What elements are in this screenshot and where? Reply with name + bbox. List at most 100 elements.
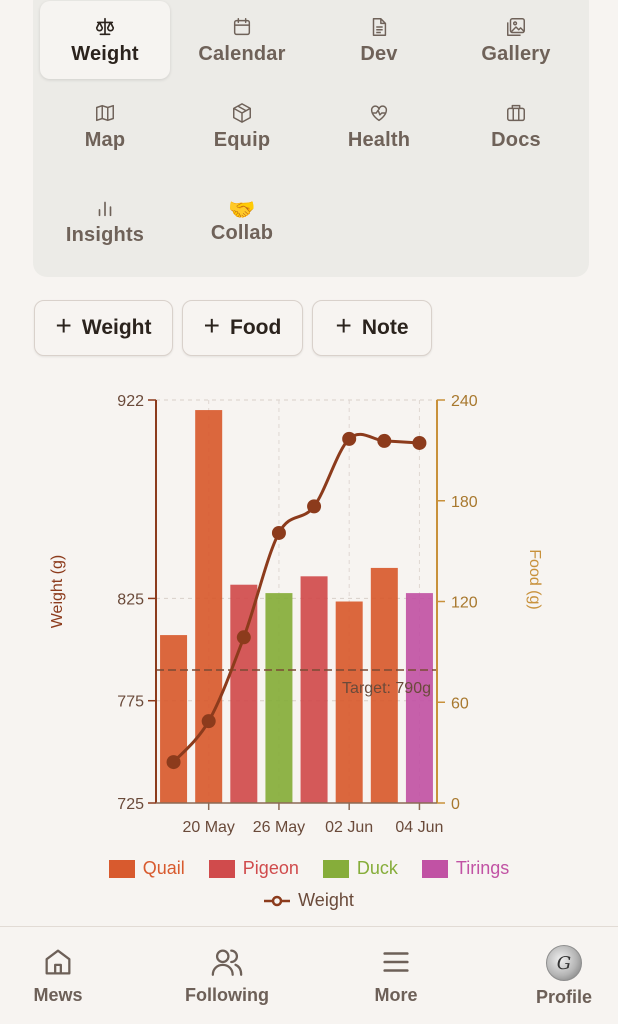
legend-label: Quail bbox=[142, 858, 185, 878]
weight-line bbox=[172, 432, 420, 764]
right-tick-label: 120 bbox=[451, 595, 478, 612]
feature-nav-panel: Weight Calendar Dev Gallery Map Equip bbox=[33, 0, 589, 277]
legend-label: Weight bbox=[298, 890, 354, 910]
nav-item-map[interactable]: Map bbox=[40, 87, 170, 165]
weight-point bbox=[307, 499, 322, 514]
legend-item-quail[interactable]: Quail bbox=[108, 858, 185, 879]
food-bar bbox=[335, 601, 363, 803]
left-axis-title: Weight (g) bbox=[49, 555, 66, 629]
heart-pulse-icon bbox=[367, 101, 391, 125]
weight-food-chart: Target: 790g 725 775 825 922 0 60 120 180 240 20 M… bbox=[49, 393, 543, 836]
right-tick-label: 0 bbox=[451, 796, 460, 813]
legend-label: Pigeon bbox=[242, 858, 299, 878]
bottom-nav-more[interactable]: More bbox=[336, 945, 456, 1006]
add-food-button[interactable]: + Food bbox=[182, 300, 303, 356]
left-tick-label: 725 bbox=[117, 796, 144, 813]
nav-item-gallery[interactable]: Gallery bbox=[451, 1, 581, 79]
bottom-nav-label: Mews bbox=[33, 985, 83, 1005]
nav-item-label: Insights bbox=[65, 223, 145, 246]
bottom-nav-mews[interactable]: Mews bbox=[0, 945, 118, 1006]
document-icon bbox=[367, 15, 391, 39]
food-bar bbox=[195, 410, 223, 803]
x-tick-label: 04 Jun bbox=[395, 819, 443, 836]
map-icon bbox=[93, 101, 117, 125]
target-label: Target: 790g bbox=[342, 680, 431, 697]
bar-chart-icon bbox=[93, 196, 117, 220]
nav-item-label: Collab bbox=[210, 221, 274, 244]
nav-item-label: Dev bbox=[360, 42, 398, 65]
x-tick-label: 20 May bbox=[182, 819, 234, 836]
legend-swatch bbox=[108, 859, 135, 878]
left-tick-label: 825 bbox=[117, 591, 144, 608]
bottom-nav-label: More bbox=[374, 985, 418, 1005]
nav-item-label: Calendar bbox=[198, 42, 286, 65]
nav-item-health[interactable]: Health bbox=[314, 87, 444, 165]
legend-swatch bbox=[421, 859, 448, 878]
weight-point bbox=[236, 630, 251, 645]
add-note-label: Note bbox=[361, 316, 409, 339]
nav-item-label: Docs bbox=[491, 128, 541, 151]
legend-item-weight[interactable]: Weight bbox=[0, 890, 618, 911]
legend-label: Duck bbox=[356, 858, 398, 878]
handshake-icon: 🤝 bbox=[228, 196, 256, 222]
nav-item-label: Gallery bbox=[481, 42, 551, 65]
right-tick-label: 60 bbox=[451, 695, 469, 712]
scale-icon bbox=[93, 15, 117, 39]
legend-label: Tirings bbox=[455, 858, 510, 878]
bottom-nav-label: Profile bbox=[535, 987, 592, 1007]
bottom-nav: Mews Following More G Profile bbox=[0, 926, 618, 1024]
nav-item-collab[interactable]: 🤝 Collab bbox=[177, 182, 307, 260]
food-bar bbox=[300, 576, 328, 803]
weight-point bbox=[271, 525, 286, 540]
x-tick-label: 26 May bbox=[253, 819, 305, 836]
right-axis-title: Food (g) bbox=[526, 549, 543, 609]
users-icon bbox=[211, 949, 243, 976]
nav-item-label: Weight bbox=[71, 42, 139, 65]
food-bar bbox=[370, 567, 398, 803]
food-bar bbox=[230, 584, 258, 803]
weight-point bbox=[201, 714, 216, 729]
nav-item-insights[interactable]: Insights bbox=[40, 182, 170, 260]
legend-item-duck[interactable]: Duck bbox=[322, 858, 398, 879]
right-tick-label: 180 bbox=[451, 494, 478, 511]
avatar: G bbox=[546, 945, 582, 981]
nav-item-weight[interactable]: Weight bbox=[40, 1, 170, 79]
weight-point bbox=[412, 435, 427, 450]
line-marker-icon bbox=[264, 895, 291, 906]
left-tick-label: 775 bbox=[117, 694, 144, 711]
left-tick-label: 922 bbox=[117, 393, 144, 410]
calendar-icon bbox=[230, 15, 254, 39]
legend-swatch bbox=[208, 859, 235, 878]
plus-icon: + bbox=[335, 310, 352, 341]
right-tick-label: 240 bbox=[451, 393, 478, 410]
briefcase-icon bbox=[504, 101, 528, 125]
nav-item-docs[interactable]: Docs bbox=[451, 87, 581, 165]
home-icon bbox=[45, 949, 71, 975]
nav-item-dev[interactable]: Dev bbox=[314, 1, 444, 79]
nav-item-equip[interactable]: Equip bbox=[177, 87, 307, 165]
bottom-nav-profile[interactable]: G Profile bbox=[504, 945, 618, 1008]
gallery-icon bbox=[504, 15, 528, 39]
chart-legend: Quail Pigeon Duck Tirings bbox=[0, 858, 618, 879]
nav-item-label: Health bbox=[347, 128, 411, 151]
food-bar bbox=[265, 593, 293, 803]
bottom-nav-label: Following bbox=[185, 985, 269, 1005]
nav-item-label: Map bbox=[84, 128, 126, 151]
weight-point bbox=[342, 431, 357, 446]
bottom-nav-following[interactable]: Following bbox=[167, 945, 287, 1006]
add-food-label: Food bbox=[230, 316, 282, 339]
legend-item-tirings[interactable]: Tirings bbox=[421, 858, 510, 879]
legend-item-pigeon[interactable]: Pigeon bbox=[208, 858, 299, 879]
plus-icon: + bbox=[203, 310, 221, 341]
legend-swatch bbox=[322, 859, 349, 878]
nav-item-calendar[interactable]: Calendar bbox=[177, 1, 307, 79]
add-weight-label: Weight bbox=[81, 316, 152, 339]
box-icon bbox=[230, 101, 254, 125]
weight-point bbox=[377, 433, 392, 448]
add-note-button[interactable]: + Note bbox=[312, 300, 432, 356]
menu-icon bbox=[383, 952, 409, 972]
food-bar bbox=[405, 593, 433, 803]
weight-point bbox=[166, 755, 181, 770]
add-weight-button[interactable]: + Weight bbox=[34, 300, 173, 356]
nav-item-label: Equip bbox=[213, 128, 271, 151]
